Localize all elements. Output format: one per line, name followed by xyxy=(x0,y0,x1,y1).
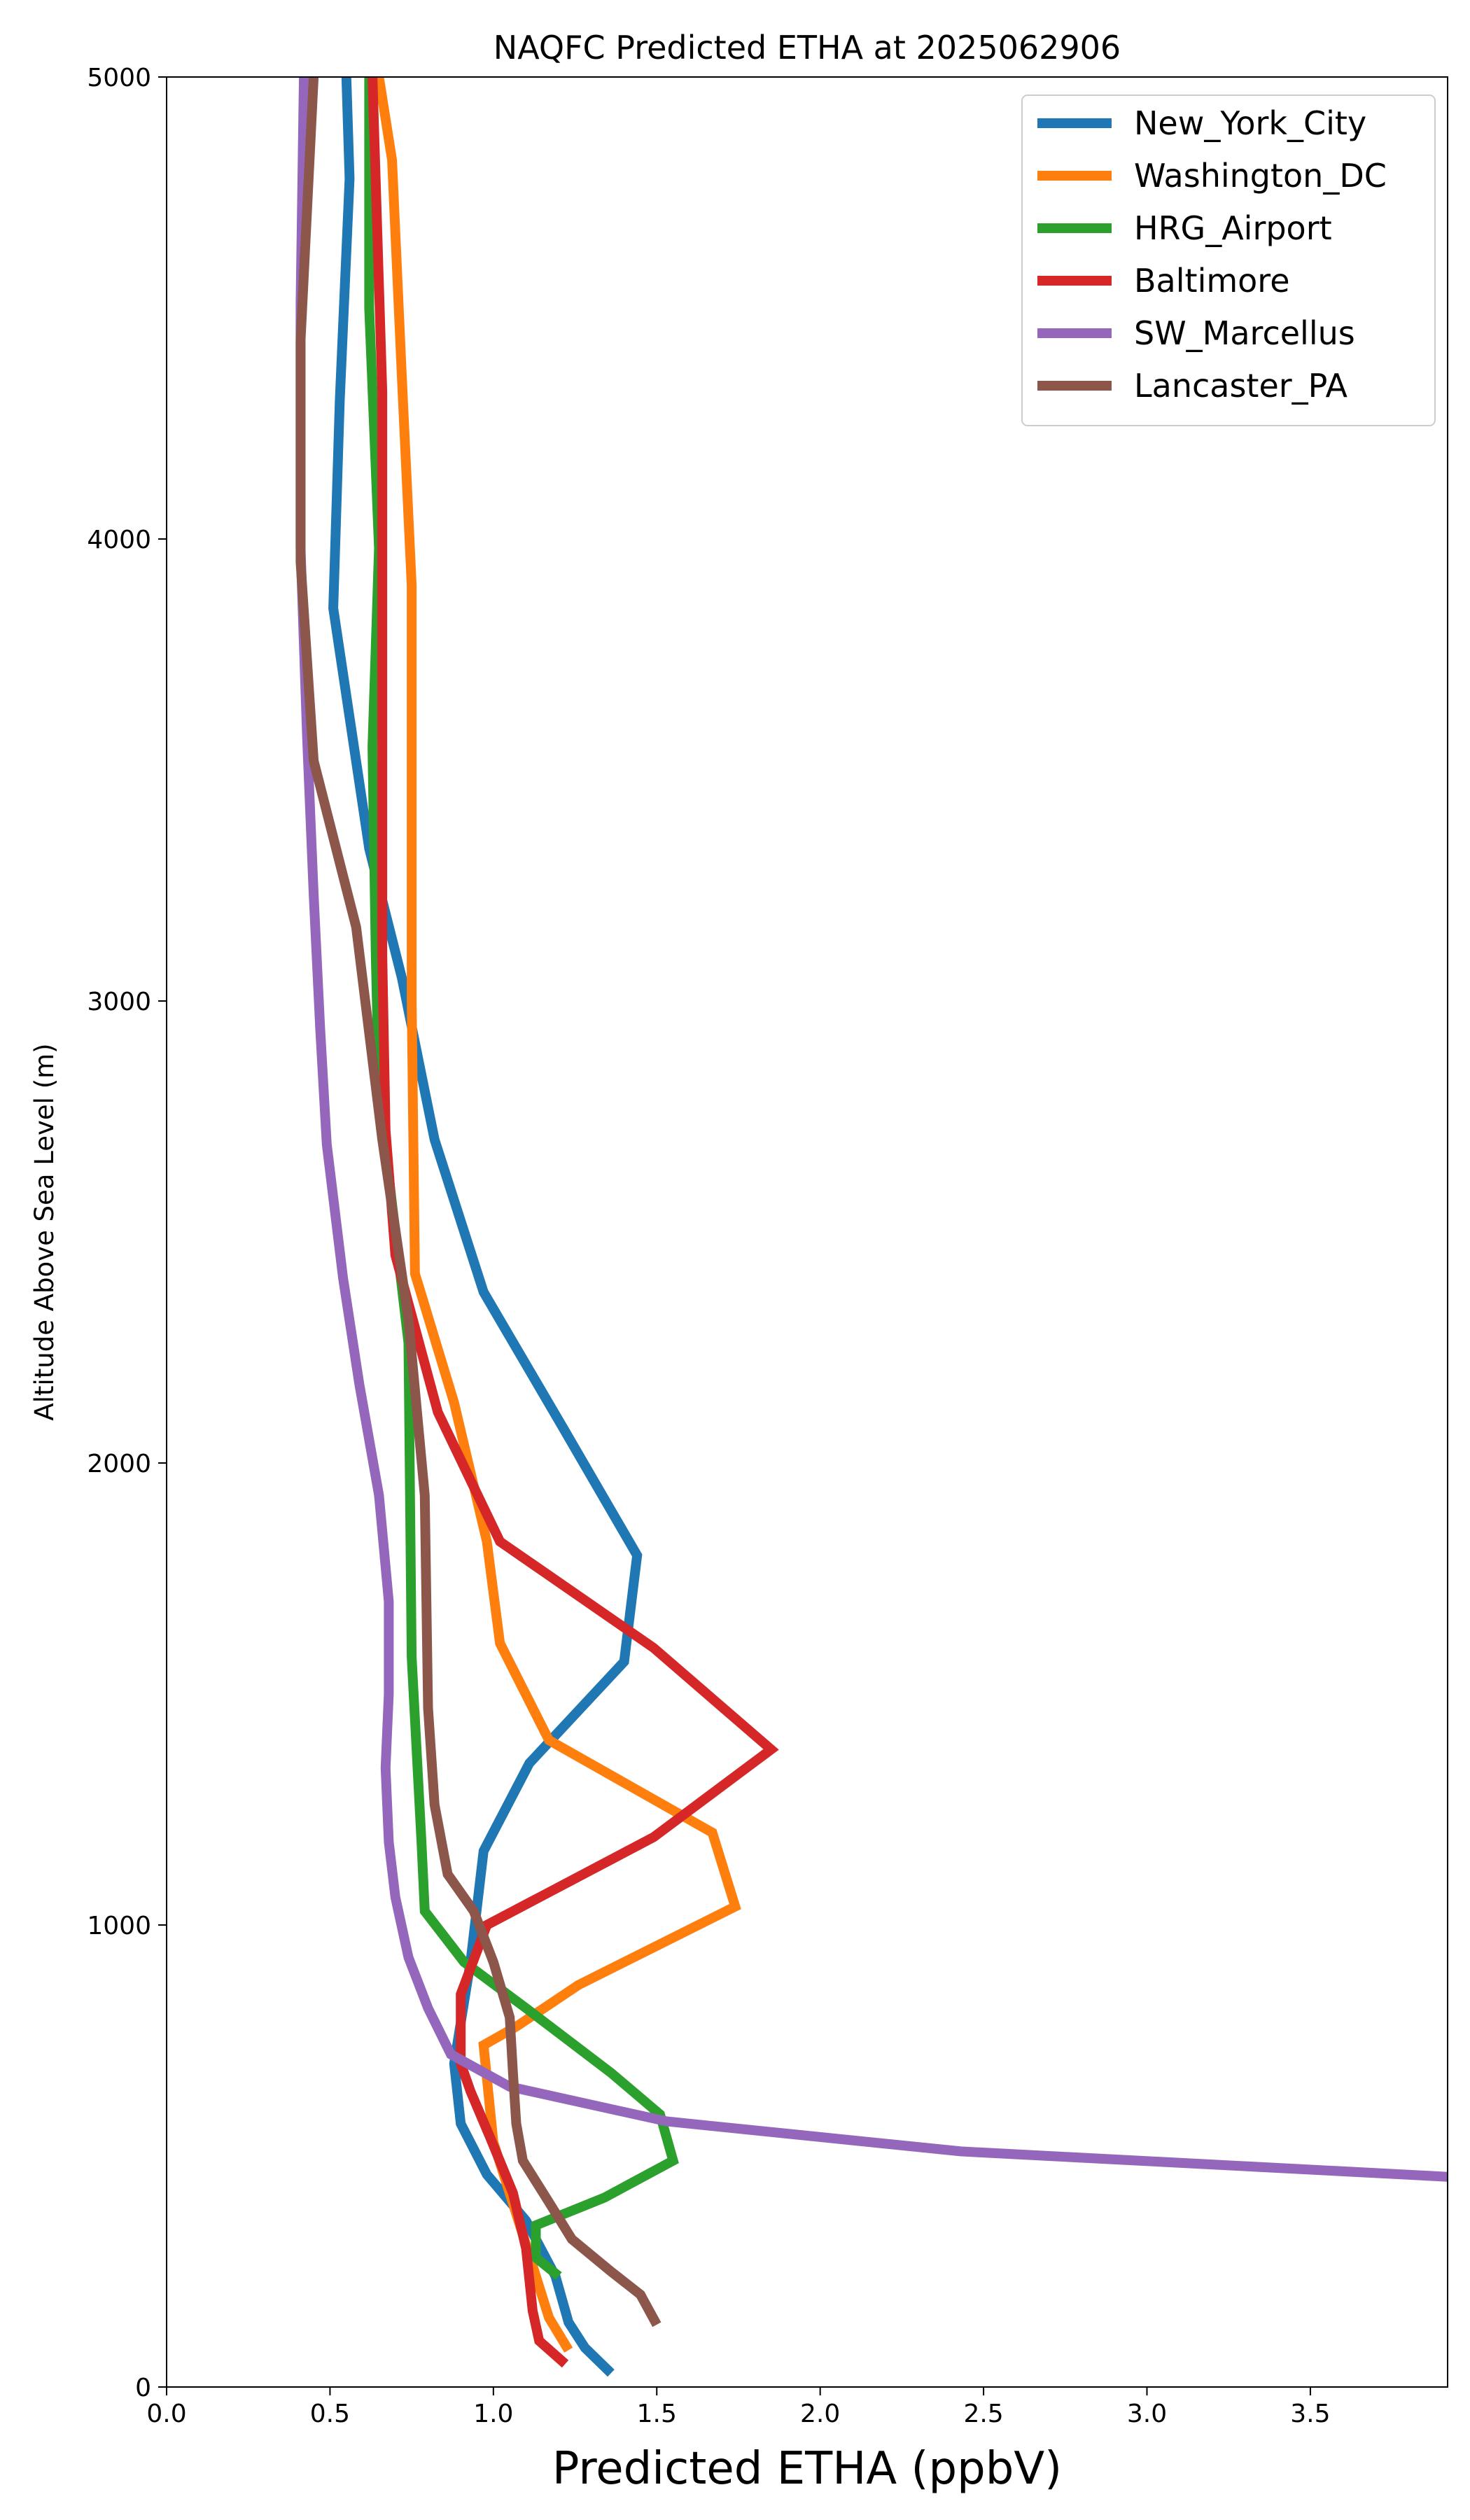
series-line-hrg-airport xyxy=(364,77,679,2281)
x-tick-label: 0.0 xyxy=(146,2400,186,2428)
x-tick-label: 2.0 xyxy=(800,2400,840,2428)
x-tick-label: 0.5 xyxy=(310,2400,350,2428)
y-tick-label: 3000 xyxy=(87,988,151,1016)
x-tick-label: 1.0 xyxy=(473,2400,513,2428)
chart-title: NAQFC Predicted ETHA at 2025062906 xyxy=(493,29,1121,66)
legend-label: SW_Marcellus xyxy=(1134,314,1355,352)
y-tick-label: 1000 xyxy=(87,1912,151,1940)
x-tick-label: 3.5 xyxy=(1290,2400,1330,2428)
series-line-lancaster-pa xyxy=(295,77,662,2328)
y-tick-label: 0 xyxy=(135,2374,151,2402)
legend-label: Washington_DC xyxy=(1134,157,1387,195)
series-line-sw-marcellus xyxy=(295,77,1448,2182)
series-layer xyxy=(295,77,1448,2377)
x-tick-label: 1.5 xyxy=(637,2400,677,2428)
legend: New_York_City Washington_DC HRG_Airport Bal… xyxy=(1021,94,1436,426)
y-tick-label: 4000 xyxy=(87,526,151,554)
legend-label: New_York_City xyxy=(1134,104,1366,142)
y-tick-label: 2000 xyxy=(87,1450,151,1478)
x-tick-label: 3.0 xyxy=(1127,2400,1167,2428)
legend-label: Baltimore xyxy=(1134,262,1290,300)
legend-label: HRG_Airport xyxy=(1134,209,1332,247)
legend-frame xyxy=(1021,94,1436,426)
y-tick-label: 5000 xyxy=(87,64,151,92)
y-axis-label: Altitude Above Sea Level (m) xyxy=(29,1043,59,1420)
ticks-layer: 0.0 0.5 1.0 1.5 2.0 2.5 3.0 3.5 0 1000 2000 3000 400… xyxy=(87,64,1330,2428)
x-axis-label: Predicted ETHA (ppbV) xyxy=(552,2443,1062,2495)
x-tick-label: 2.5 xyxy=(963,2400,1003,2428)
legend-label: Lancaster_PA xyxy=(1134,367,1348,405)
plot-frame xyxy=(166,76,1448,2388)
